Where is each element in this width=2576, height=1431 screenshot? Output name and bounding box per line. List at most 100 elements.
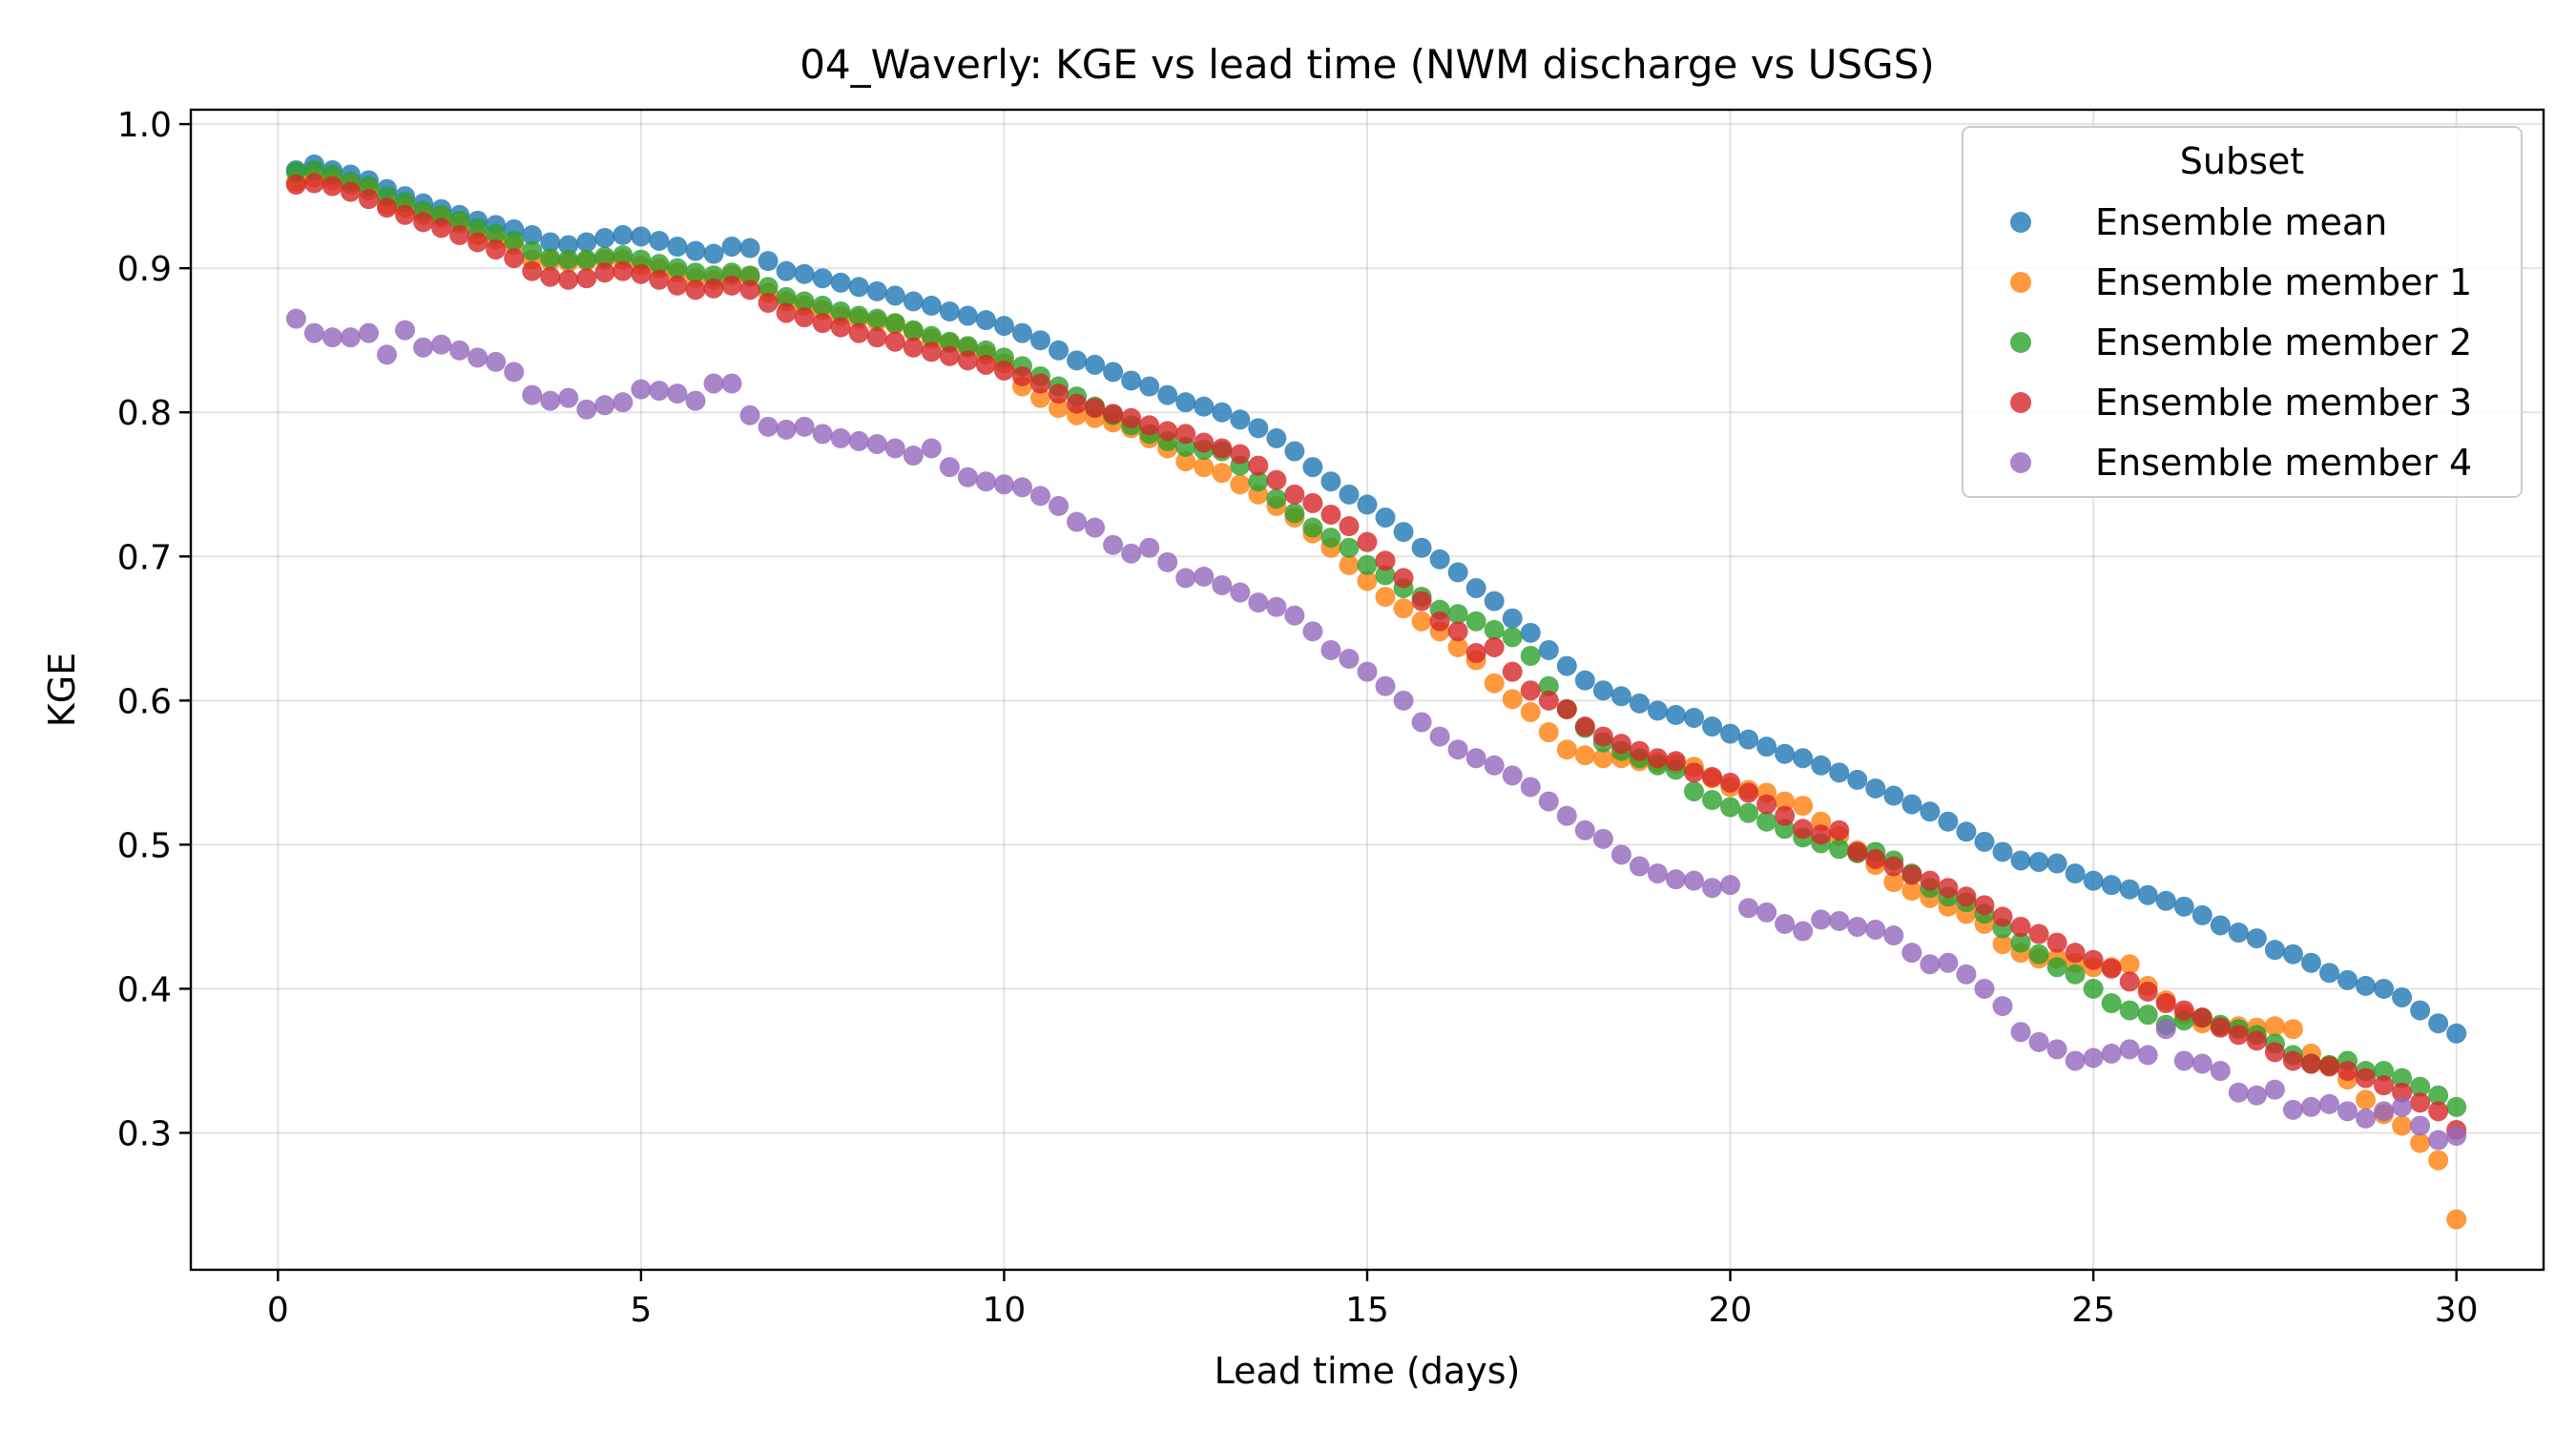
data-point [1030,373,1050,394]
data-point [794,307,815,328]
data-point [903,320,924,341]
data-point [1538,722,1559,743]
data-point [1393,522,1414,543]
data-point [1938,878,1959,899]
data-point [848,305,869,326]
data-point [1284,441,1305,462]
data-point [1520,680,1541,701]
data-point [1502,765,1523,786]
data-point [2410,1092,2431,1113]
data-point [2101,1043,2122,1064]
data-point [1520,646,1541,667]
data-point [957,336,978,357]
data-point [2246,1030,2267,1051]
data-point [1049,495,1070,516]
data-point [2173,1000,2194,1021]
data-point [848,322,869,343]
data-point [1339,516,1360,537]
data-point [1901,794,1922,815]
data-point [1829,762,1850,783]
data-point [1610,844,1631,865]
y-tick-label: 0.9 [117,250,172,289]
data-point [2264,1042,2285,1063]
data-point [2337,969,2358,990]
data-point [1610,686,1631,707]
data-point [2101,993,2122,1014]
data-point [1212,402,1233,423]
data-point [1484,755,1505,776]
data-point [812,295,833,316]
data-point [1738,802,1759,823]
data-point [1901,864,1922,885]
data-point [1011,322,1032,343]
data-point [1194,432,1215,453]
data-point [1375,587,1396,608]
data-point [2300,952,2321,973]
data-point [2155,890,2176,911]
data-point [413,212,434,233]
data-point [721,373,742,394]
data-point [884,438,905,459]
data-point [1665,869,1686,890]
data-point [1157,421,1178,442]
data-point [1447,604,1468,625]
data-point [649,254,670,275]
legend-marker [2010,452,2031,473]
data-point [1901,881,1922,902]
data-point [1738,782,1759,803]
data-point [975,354,996,375]
data-point [1139,376,1160,397]
data-point [866,433,887,454]
data-point [2318,1093,2339,1114]
data-point [1175,451,1196,472]
data-point [1357,554,1378,575]
data-point [431,334,452,355]
data-point [2228,923,2249,944]
data-point [1085,354,1106,375]
data-point [1938,811,1959,832]
data-point [2119,1039,2140,1060]
data-point [2083,978,2104,999]
data-point [1574,716,1595,737]
data-point [1811,909,1832,930]
data-point [449,224,470,245]
data-point [2192,1007,2212,1028]
data-point [449,340,470,361]
data-point [921,342,942,363]
data-point [2192,904,2212,925]
data-point [594,227,615,248]
data-point [1592,680,1613,701]
data-point [739,404,760,425]
data-point [322,176,343,197]
data-point [957,467,978,487]
data-point [1067,350,1088,371]
data-point [1339,554,1360,575]
data-point [1992,934,2013,955]
data-point [1320,528,1341,549]
data-point [921,325,942,346]
data-point [2392,987,2413,1008]
data-point [2264,940,2285,961]
chart-title: 04_Waverly: KGE vs lead time (NWM discha… [800,41,1935,88]
data-point [830,427,851,448]
data-point [1720,772,1741,793]
data-point [812,268,833,289]
data-point [2446,1096,2467,1117]
data-point [1520,777,1541,798]
data-point [2210,1061,2231,1082]
data-point [1883,872,1904,893]
y-tick-label: 1.0 [117,106,172,145]
data-point [1938,952,1959,973]
data-point [2300,1053,2321,1074]
data-point [1829,910,1850,931]
data-point [631,263,652,284]
data-point [1992,841,2013,862]
data-point [2137,1045,2158,1066]
data-point [1049,398,1070,419]
data-point [613,245,634,266]
data-point [1865,848,1886,869]
data-point [2228,1025,2249,1046]
data-point [1357,531,1378,552]
y-tick-label: 0.8 [117,394,172,433]
data-point [1484,591,1505,612]
